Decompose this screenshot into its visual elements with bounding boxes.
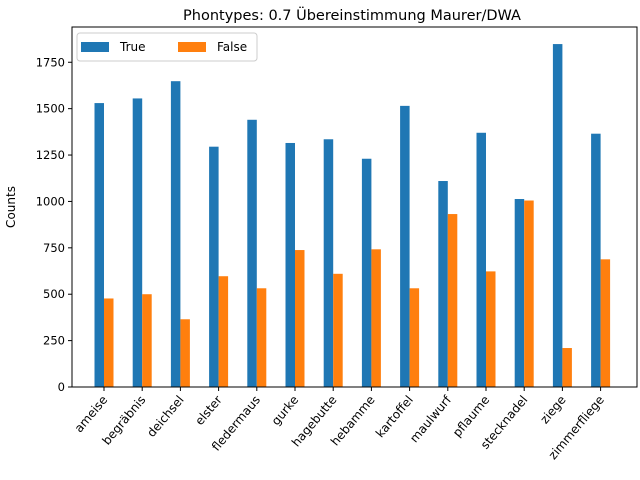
legend-label-true: True [119, 40, 146, 54]
bar-false-hagebutte [333, 273, 343, 387]
legend-swatch-false [178, 42, 206, 52]
bar-false-maulwurf [447, 214, 458, 387]
plot-frame [71, 26, 638, 388]
x-tick-label-elster: elster [192, 393, 225, 428]
legend-swatch-true [81, 42, 109, 52]
x-tick-label-deichsel: deichsel [144, 393, 187, 440]
bar-true-deichsel [170, 81, 181, 387]
bar-true-elster [209, 146, 219, 387]
bar-false-ziege [562, 348, 572, 387]
y-axis-label: Counts [4, 186, 18, 228]
y-tick-label: 750 [43, 241, 65, 255]
y-tick-label: 1750 [36, 55, 65, 69]
y-tick-label: 1500 [36, 102, 65, 116]
bar-true-maulwurf [438, 181, 448, 387]
bar-false-pflaume [486, 271, 496, 387]
bar-true-begräbnis [132, 98, 143, 387]
y-tick-label: 0 [58, 380, 65, 394]
bar-false-stecknadel [524, 200, 534, 387]
bar-false-kartoffel [409, 288, 420, 387]
y-axis: 0 250 500 750 1000 1250 1500 1750 [36, 55, 72, 394]
bar-true-pflaume [476, 132, 486, 387]
bar-true-kartoffel [400, 105, 410, 388]
bar-true-ziege [552, 44, 563, 387]
bar-false-zimmerfliege [600, 259, 611, 387]
bar-true-stecknadel [514, 199, 525, 387]
y-tick-label: 250 [43, 334, 65, 348]
x-tick-label-ameise: ameise [72, 393, 111, 435]
legend: True False [76, 32, 258, 62]
x-tick-label-ziege: ziege [537, 393, 568, 427]
x-tick-label-gurke: gurke [269, 393, 302, 428]
y-tick-label: 1250 [36, 148, 65, 162]
legend-label-false: False [217, 40, 247, 54]
bar-false-hebamme [371, 249, 381, 387]
bar-false-fledermaus [256, 288, 267, 387]
bar-true-zimmerfliege [591, 133, 601, 387]
x-tick-label-maulwurf: maulwurf [407, 392, 455, 445]
bar-true-hagebutte [323, 139, 334, 387]
bar-true-hebamme [361, 158, 372, 387]
y-tick-label: 500 [43, 287, 65, 301]
legend-box [76, 32, 258, 62]
bar-false-deichsel [180, 319, 190, 387]
bar-false-begräbnis [142, 294, 152, 387]
bar-false-gurke [295, 250, 305, 387]
bar-true-fledermaus [247, 119, 257, 387]
bar-false-ameise [104, 298, 114, 387]
y-tick-label: 1000 [36, 194, 65, 208]
bars-group [94, 44, 611, 388]
bar-false-elster [218, 276, 229, 387]
bar-true-ameise [94, 103, 104, 387]
bar-true-gurke [285, 142, 295, 387]
chart-title: Phontypes: 0.7 Übereinstimmung Maurer/DW… [183, 6, 521, 24]
